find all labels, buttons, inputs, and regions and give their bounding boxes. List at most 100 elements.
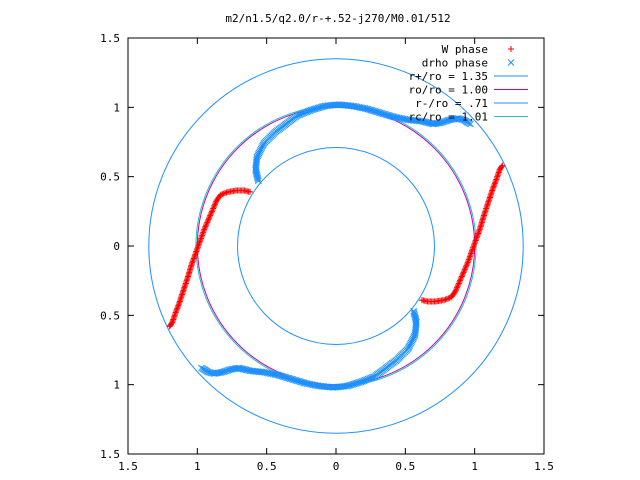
- w-phase-point: [472, 237, 479, 244]
- w-phase-point: [192, 249, 199, 256]
- w-phase-point: [466, 253, 473, 260]
- w-phase-point: [452, 288, 459, 295]
- w-phase-point: [498, 163, 505, 170]
- w-phase-point: [474, 233, 481, 240]
- w-phase-point: [490, 184, 497, 191]
- w-phase-point: [465, 258, 472, 265]
- w-phase-point: [461, 267, 468, 274]
- chart-title: m2/n1.5/q2.0/r-+.52-j270/M0.01/512: [225, 12, 450, 25]
- w-phase-point: [465, 256, 472, 263]
- x-tick-label: 0: [333, 460, 340, 473]
- w-phase-point: [473, 236, 480, 243]
- w-phase-point: [222, 190, 229, 197]
- legend-marker: [507, 59, 515, 66]
- w-phase-point: [208, 209, 215, 216]
- w-phase-point: [457, 277, 464, 284]
- w-phase-point: [475, 229, 482, 236]
- w-phase-point: [174, 304, 181, 311]
- w-phase-point: [207, 211, 214, 218]
- legend-label: drho phase: [422, 57, 488, 70]
- w-phase-point: [213, 197, 220, 204]
- y-tick-label: 0.5: [100, 171, 120, 184]
- w-phase-point: [195, 242, 202, 249]
- w-phase-point: [201, 224, 208, 231]
- w-phase-point: [199, 232, 206, 239]
- w-phase-point: [176, 299, 183, 306]
- w-phase-point: [197, 236, 204, 243]
- w-phase-point: [166, 323, 173, 330]
- circle-r: [148, 58, 524, 434]
- w-phase-point: [471, 241, 478, 248]
- w-phase-point: [224, 188, 231, 195]
- w-phase-point: [476, 227, 483, 234]
- w-phase-point: [493, 176, 500, 183]
- w-phase-point: [461, 266, 468, 273]
- legend-label: rc/ro = 1.01: [409, 111, 488, 124]
- w-phase-point: [473, 234, 480, 241]
- w-phase-point: [210, 204, 217, 211]
- w-phase-point: [220, 190, 227, 197]
- w-phase-point: [491, 180, 498, 187]
- w-phase-point: [197, 238, 203, 245]
- w-phase-point: [462, 263, 469, 270]
- w-phase-point: [194, 244, 201, 251]
- legend-label: r+/ro = 1.35: [409, 70, 488, 83]
- w-phase-point: [463, 262, 470, 269]
- w-phase-point: [200, 229, 207, 236]
- w-phase-point: [174, 305, 181, 312]
- w-phase-point: [173, 306, 180, 313]
- w-phase-point: [200, 227, 207, 234]
- x-tick-label: 1: [194, 460, 201, 473]
- x-tick-label: 1: [471, 460, 478, 473]
- w-phase-point: [454, 284, 461, 291]
- w-phase-point: [206, 215, 213, 222]
- y-tick-label: 0.5: [100, 309, 120, 322]
- w-phase-point: [213, 198, 220, 205]
- y-tick-label: 1.5: [100, 448, 120, 461]
- y-tick-label: 0: [113, 240, 120, 253]
- w-phase-point: [458, 273, 465, 280]
- w-phase-point: [205, 216, 212, 223]
- w-phase-point: [460, 269, 467, 276]
- w-phase-point: [204, 219, 211, 226]
- w-phase-point: [190, 256, 197, 263]
- drho-phase-point: [230, 365, 237, 373]
- w-phase-point: [468, 249, 475, 256]
- w-phase-point: [499, 162, 506, 169]
- w-phase-point: [167, 322, 174, 329]
- x-tick-label: 0.5: [257, 460, 277, 473]
- w-phase-point: [464, 259, 471, 266]
- y-tick-label: 1: [113, 101, 120, 114]
- axis-ticks: 1.5 1 0.5 0 0.5 1 1.51.510.500.511.5: [100, 32, 554, 473]
- w-phase-point: [443, 295, 450, 302]
- w-phase-point: [457, 276, 464, 283]
- w-phase-point: [196, 239, 203, 246]
- w-phase-point: [199, 230, 206, 237]
- w-phase-point: [459, 272, 466, 279]
- w-phase-point: [490, 183, 497, 190]
- w-phase-point: [202, 223, 209, 230]
- w-phase-point: [210, 205, 217, 212]
- y-tick-label: 1.5: [100, 32, 120, 45]
- w-phase-point: [223, 189, 230, 196]
- w-phase-point: [469, 246, 476, 253]
- w-phase-point: [207, 212, 214, 219]
- x-tick-label: 1.5: [118, 460, 138, 473]
- w-phase-point: [194, 245, 201, 252]
- w-phase-point: [474, 231, 481, 238]
- w-phase-point: [193, 248, 200, 255]
- w-phase-point: [209, 206, 216, 213]
- w-phase-point: [204, 218, 211, 225]
- w-phase-point: [467, 252, 474, 259]
- w-phase-point: [459, 270, 466, 277]
- w-phase-point: [476, 226, 483, 233]
- w-phase-point: [206, 213, 213, 220]
- legend-label: W phase: [442, 43, 488, 56]
- x-tick-label: 0.5: [395, 460, 415, 473]
- w-phase-point: [442, 296, 449, 303]
- phase-points: [166, 101, 506, 391]
- w-phase-point: [491, 181, 498, 188]
- w-phase-point: [189, 259, 196, 266]
